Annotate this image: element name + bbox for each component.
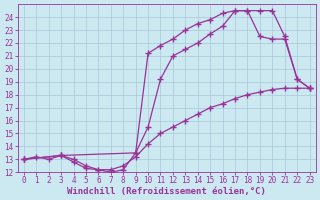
X-axis label: Windchill (Refroidissement éolien,°C): Windchill (Refroidissement éolien,°C) (67, 187, 266, 196)
